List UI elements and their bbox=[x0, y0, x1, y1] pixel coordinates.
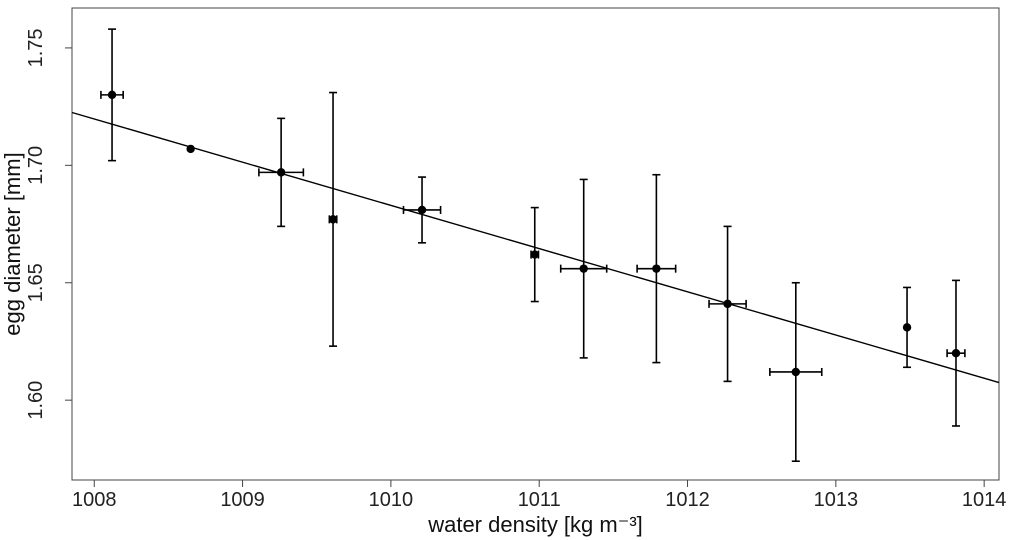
tick-labels: 1008 1009 1010 1011 1012 1013 1014 1.60 1.65 1.70… bbox=[25, 28, 1006, 511]
plot-frame bbox=[71, 7, 1000, 481]
y-tick-label: 1.70 bbox=[25, 146, 47, 185]
data-point bbox=[579, 264, 588, 273]
x-tick-label: 1012 bbox=[665, 489, 710, 511]
y-tick-label: 1.65 bbox=[25, 263, 47, 302]
data-point bbox=[791, 367, 801, 377]
x-tick-label: 1010 bbox=[369, 489, 414, 511]
x-tick-label: 1013 bbox=[814, 489, 859, 511]
data-point bbox=[328, 215, 338, 224]
data-point bbox=[951, 348, 961, 358]
data-point bbox=[107, 90, 117, 100]
data-point bbox=[652, 264, 661, 273]
y-tick-label: 1.60 bbox=[25, 381, 47, 420]
x-tick-label: 1014 bbox=[962, 489, 1007, 511]
y-axis-label: egg diameter [mm] bbox=[0, 152, 25, 335]
data-points bbox=[107, 90, 961, 377]
data-point bbox=[276, 168, 286, 177]
tick-marks bbox=[65, 47, 985, 487]
error-bars bbox=[100, 28, 966, 463]
data-point bbox=[417, 205, 427, 215]
x-tick-label: 1011 bbox=[518, 489, 561, 511]
data-point bbox=[530, 250, 539, 259]
x-tick-label: 1008 bbox=[72, 489, 117, 511]
x-tick-label: 1009 bbox=[220, 489, 265, 511]
data-point bbox=[186, 144, 195, 154]
x-axis-label: water density [kg m⁻³] bbox=[427, 512, 643, 537]
data-point bbox=[902, 323, 912, 332]
data-point bbox=[723, 299, 732, 309]
y-tick-label: 1.75 bbox=[25, 28, 47, 67]
